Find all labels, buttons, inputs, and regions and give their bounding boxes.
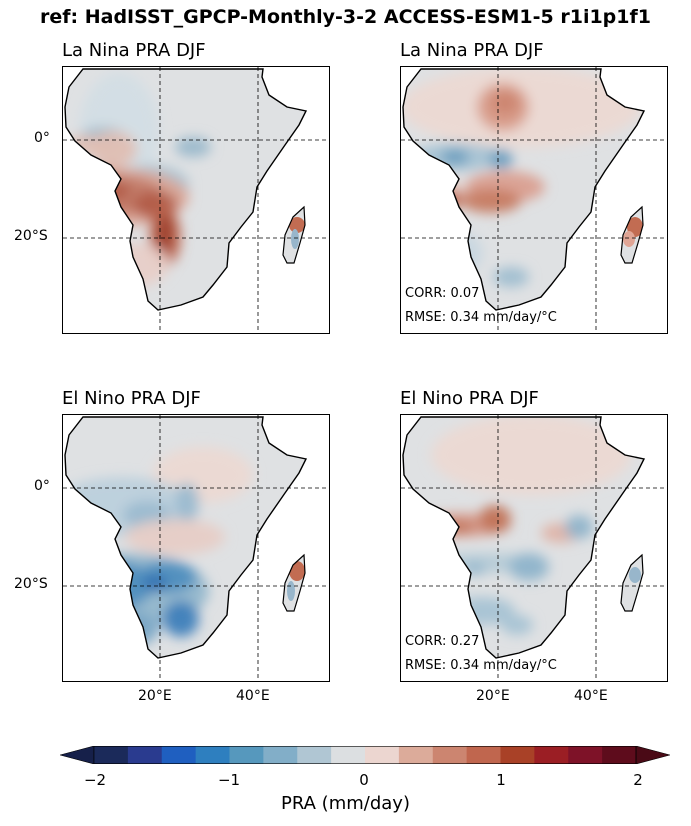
colorbar-label: PRA (mm/day) xyxy=(281,793,410,814)
panel-2-corr: CORR: 0.07 xyxy=(405,286,480,301)
map-panel-el-nino-model xyxy=(400,414,668,682)
panel-4-title: El Nino PRA DJF xyxy=(400,388,539,409)
colorbar-tick-neg2: −2 xyxy=(83,771,107,789)
colorbar-tick-1: 1 xyxy=(496,771,506,789)
lon-label-40e-left: 40°E xyxy=(236,688,270,704)
map-panel-la-nina-model xyxy=(400,66,668,334)
panel-2-title: La Nina PRA DJF xyxy=(400,40,544,61)
map-layer xyxy=(401,415,667,681)
panel-3-title: El Nino PRA DJF xyxy=(62,388,201,409)
map-layer xyxy=(63,67,329,333)
colorbar-tick-2: 2 xyxy=(633,771,643,789)
panel-4-rmse: RMSE: 0.34 mm/day/°C xyxy=(405,658,557,673)
lon-label-20e-left: 20°E xyxy=(138,688,172,704)
panel-4-corr: CORR: 0.27 xyxy=(405,634,480,649)
lon-label-40e-right: 40°E xyxy=(574,688,608,704)
map-layer xyxy=(63,415,329,681)
panel-2-rmse: RMSE: 0.34 mm/day/°C xyxy=(405,310,557,325)
lat-label-20s-bottom: 20°S xyxy=(14,576,48,592)
colorbar xyxy=(58,745,672,765)
colorbar-tick-0: 0 xyxy=(359,771,369,789)
map-layer xyxy=(401,67,667,333)
map-panel-el-nino-ref xyxy=(62,414,330,682)
colorbar-tick-neg1: −1 xyxy=(217,771,241,789)
lat-label-0-bottom: 0° xyxy=(34,478,50,494)
map-panel-la-nina-ref xyxy=(62,66,330,334)
lat-label-20s-top: 20°S xyxy=(14,228,48,244)
figure-title: ref: HadISST_GPCP-Monthly-3-2 ACCESS-ESM… xyxy=(40,6,651,28)
lat-label-0-top: 0° xyxy=(34,130,50,146)
lon-label-20e-right: 20°E xyxy=(476,688,510,704)
panel-1-title: La Nina PRA DJF xyxy=(62,40,206,61)
colorbar-gradient xyxy=(58,745,672,765)
